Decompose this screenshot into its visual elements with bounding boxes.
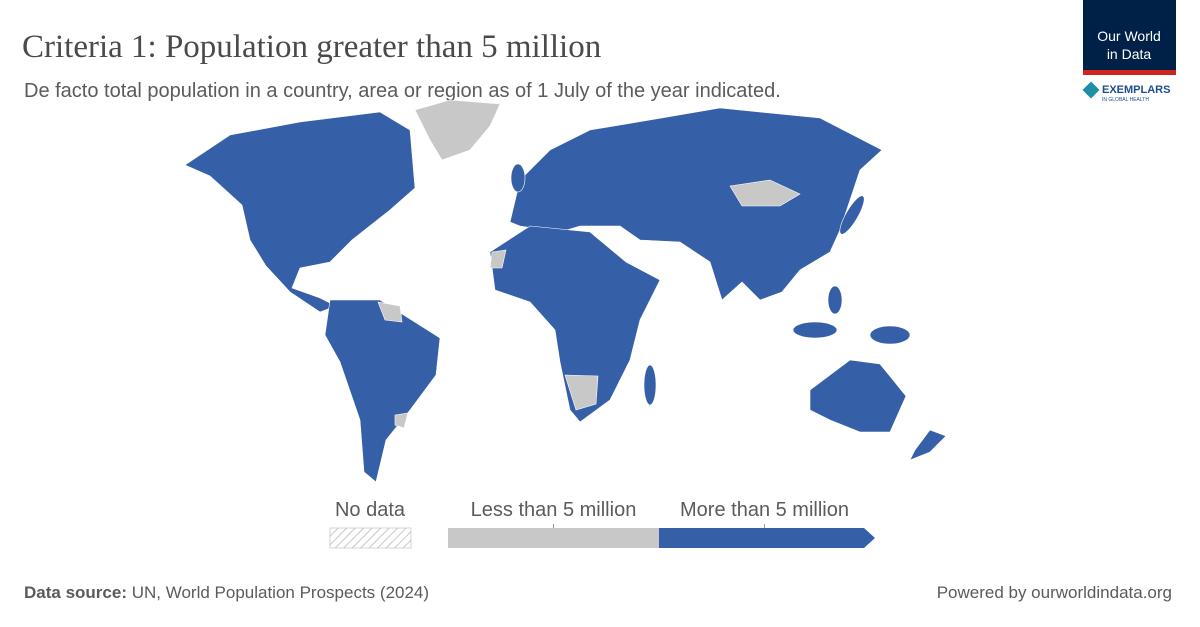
source-label: Data source: xyxy=(24,583,127,602)
logo-line: in Data xyxy=(1107,46,1152,62)
source-text: UN, World Population Prospects (2024) xyxy=(132,583,429,602)
guianas xyxy=(377,301,403,323)
japan xyxy=(839,195,865,235)
powered-by: Powered by ourworldindata.org xyxy=(937,583,1172,602)
western-sahara xyxy=(489,249,507,269)
uruguay xyxy=(394,412,409,429)
partner-icon xyxy=(1082,81,1100,99)
partner-sub: IN GLOBAL HEALTH xyxy=(1102,97,1149,103)
madagascar xyxy=(643,364,657,406)
legend-label: No data xyxy=(335,499,406,521)
eurasia xyxy=(509,107,883,301)
subtitle: De facto total population in a country, … xyxy=(24,80,781,102)
philippines xyxy=(827,285,843,315)
logo: Our World in Data EXEMPLARS IN GLOBAL HE… xyxy=(1082,0,1176,103)
source: Data source: UN, World Population Prospe… xyxy=(24,583,429,602)
map xyxy=(184,99,947,483)
legend-bin xyxy=(659,528,875,548)
title: Criteria 1: Population greater than 5 mi… xyxy=(22,29,601,65)
logo-box xyxy=(1083,0,1176,75)
australia xyxy=(809,359,907,433)
south-america xyxy=(324,299,441,483)
legend-label: More than 5 million xyxy=(680,499,849,521)
legend-no-data xyxy=(329,527,412,549)
africa xyxy=(489,225,661,423)
logo-stripe xyxy=(1083,70,1176,75)
logo-line: Our World xyxy=(1097,28,1161,44)
southern-africa xyxy=(564,374,599,411)
legend-label: Less than 5 million xyxy=(471,499,637,521)
britain xyxy=(510,163,526,193)
new-zealand xyxy=(909,429,947,461)
greenland xyxy=(414,99,501,161)
legend: No data Less than 5 million More than 5 m… xyxy=(329,499,875,549)
north-america xyxy=(184,111,416,313)
mongolia xyxy=(729,179,801,207)
indonesia xyxy=(792,321,838,339)
partner-name: EXEMPLARS xyxy=(1102,84,1170,96)
new-guinea xyxy=(869,325,911,345)
legend-bin xyxy=(448,528,659,548)
